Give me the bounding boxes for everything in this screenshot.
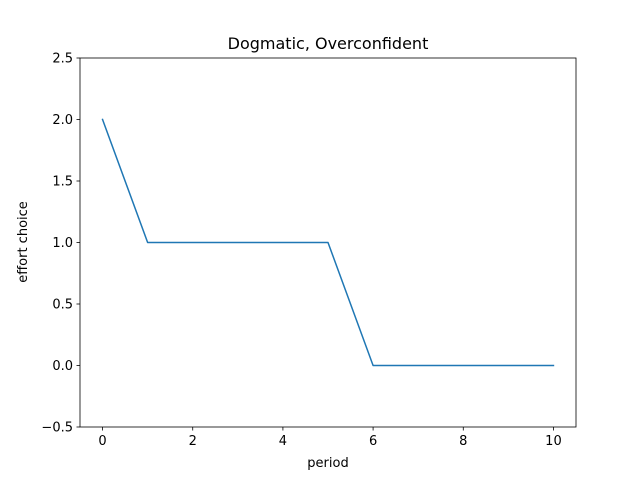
plot-area bbox=[79, 57, 577, 428]
y-axis-label: effort choice bbox=[16, 201, 31, 283]
series-line-0 bbox=[101, 118, 555, 367]
x-tick-label: 10 bbox=[545, 434, 562, 449]
x-axis: 0 2 4 6 8 10 bbox=[98, 427, 562, 449]
y-tick-label: 1.5 bbox=[52, 175, 73, 190]
y-axis: −0.5 0.0 0.5 1.0 1.5 2.0 2.5 bbox=[41, 52, 80, 436]
x-axis-label: period bbox=[307, 456, 348, 471]
x-tick-label: 0 bbox=[98, 434, 106, 449]
x-tick-label: 4 bbox=[279, 434, 287, 449]
y-tick-label: 0.0 bbox=[52, 359, 73, 374]
y-tick-label: 0.5 bbox=[52, 298, 73, 313]
y-tick-label: 1.0 bbox=[52, 236, 73, 251]
x-tick-label: 2 bbox=[189, 434, 197, 449]
y-tick-label: 2.5 bbox=[52, 52, 73, 67]
y-tick-label: −0.5 bbox=[41, 421, 73, 436]
y-tick-label: 2.0 bbox=[52, 113, 73, 128]
x-tick-label: 6 bbox=[369, 434, 377, 449]
x-tick-label: 8 bbox=[459, 434, 467, 449]
chart-title: Dogmatic, Overconfident bbox=[228, 34, 429, 53]
